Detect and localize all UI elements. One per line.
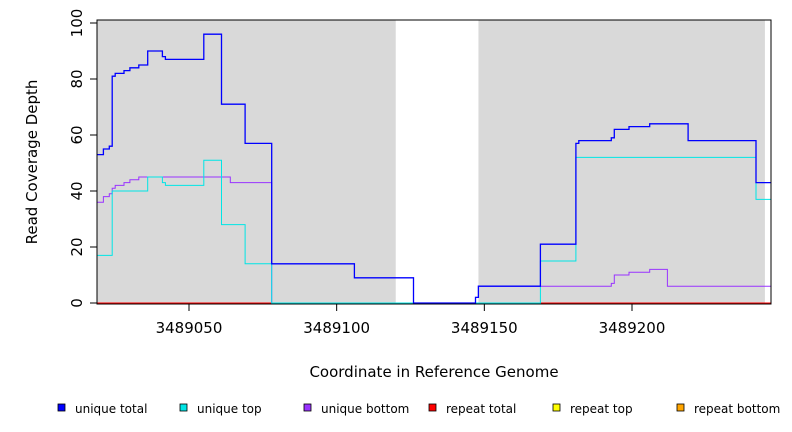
- y-tick-label: 100: [68, 9, 86, 38]
- y-tick-label: 60: [68, 125, 86, 144]
- y-tick-label: 20: [68, 237, 86, 256]
- legend-label: repeat top: [570, 402, 633, 416]
- legend-label: repeat bottom: [694, 402, 780, 416]
- series-line-unique-total: [97, 33, 771, 304]
- plot-series: [97, 33, 771, 304]
- legend-swatch: [676, 403, 685, 412]
- x-axis-label: Coordinate in Reference Genome: [309, 363, 558, 381]
- legend-label: unique top: [197, 402, 262, 416]
- y-tick-label: 80: [68, 69, 86, 88]
- legend-label: unique bottom: [321, 402, 409, 416]
- shaded-region-1: [478, 20, 765, 304]
- legend-item: repeat total: [428, 402, 516, 416]
- shaded-regions: [97, 20, 765, 304]
- legend-item: unique bottom: [303, 402, 409, 416]
- legend-label: unique total: [75, 402, 147, 416]
- legend-swatch: [552, 403, 561, 412]
- x-tick-label: 3489200: [599, 319, 666, 337]
- series-line-unique-top: [97, 156, 771, 304]
- y-axis: 0 20 40 60 80 100: [68, 9, 98, 308]
- legend-label: repeat total: [446, 402, 516, 416]
- shaded-region-0: [97, 20, 396, 304]
- legend-item: repeat bottom: [676, 402, 780, 416]
- y-tick-label: 0: [68, 298, 86, 308]
- legend-item: unique top: [179, 402, 262, 416]
- legend-swatch: [428, 403, 437, 412]
- x-tick-label: 3489100: [303, 319, 370, 337]
- x-axis: 3489050 3489100 3489150 3489200: [156, 303, 666, 337]
- legend-swatch: [303, 403, 312, 412]
- legend-item: repeat top: [552, 402, 633, 416]
- legend-swatch: [179, 403, 188, 412]
- y-tick-label: 40: [68, 181, 86, 200]
- x-tick-label: 3489150: [451, 319, 518, 337]
- legend-item: unique total: [57, 402, 147, 416]
- x-tick-label: 3489050: [156, 319, 223, 337]
- y-axis-label: Read Coverage Depth: [23, 80, 41, 245]
- legend-swatch: [57, 403, 66, 412]
- legend: unique total unique top unique bottom repea…: [57, 402, 780, 416]
